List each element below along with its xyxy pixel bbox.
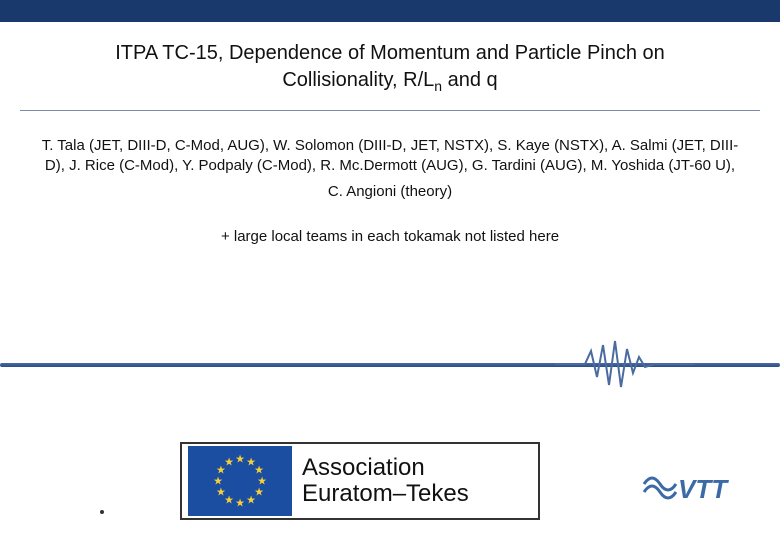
slide-title: ITPA TC-15, Dependence of Momentum and P… [40,40,740,96]
title-area: ITPA TC-15, Dependence of Momentum and P… [20,22,760,111]
assoc-line1: Association [302,454,425,481]
divider [0,345,780,385]
vtt-logo: VTT [642,466,752,510]
eu-flag: ★★★★★★★★★★★★ [188,446,292,516]
eu-star: ★ [235,453,245,466]
footer-logos: ★★★★★★★★★★★★ Association Euratom–Tekes V… [0,438,780,528]
eu-star: ★ [235,497,245,510]
vtt-text: VTT [678,474,729,504]
assoc-line2: Euratom–Tekes [302,480,469,507]
eu-star: ★ [246,494,256,507]
footer-dot [100,510,104,514]
top-bar [0,0,780,22]
title-line2-pre: Collisionality, R/L [282,69,434,91]
authors-block: T. Tala (JET, DIII-D, C-Mod, AUG), W. So… [40,136,740,247]
title-line1: ITPA TC-15, Dependence of Momentum and P… [115,42,665,64]
pulse-graphic [555,339,695,389]
theory-author: C. Angioni (theory) [40,182,740,202]
association-text: Association Euratom–Tekes [302,455,469,507]
title-subscript: n [434,78,442,94]
teams-note: + large local teams in each tokamak not … [40,227,740,247]
association-logo: ★★★★★★★★★★★★ Association Euratom–Tekes [180,442,540,520]
title-line2-post: and q [442,69,498,91]
eu-star: ★ [224,455,234,468]
eu-stars: ★★★★★★★★★★★★ [213,454,267,508]
authors-list: T. Tala (JET, DIII-D, C-Mod, AUG), W. So… [42,137,739,174]
